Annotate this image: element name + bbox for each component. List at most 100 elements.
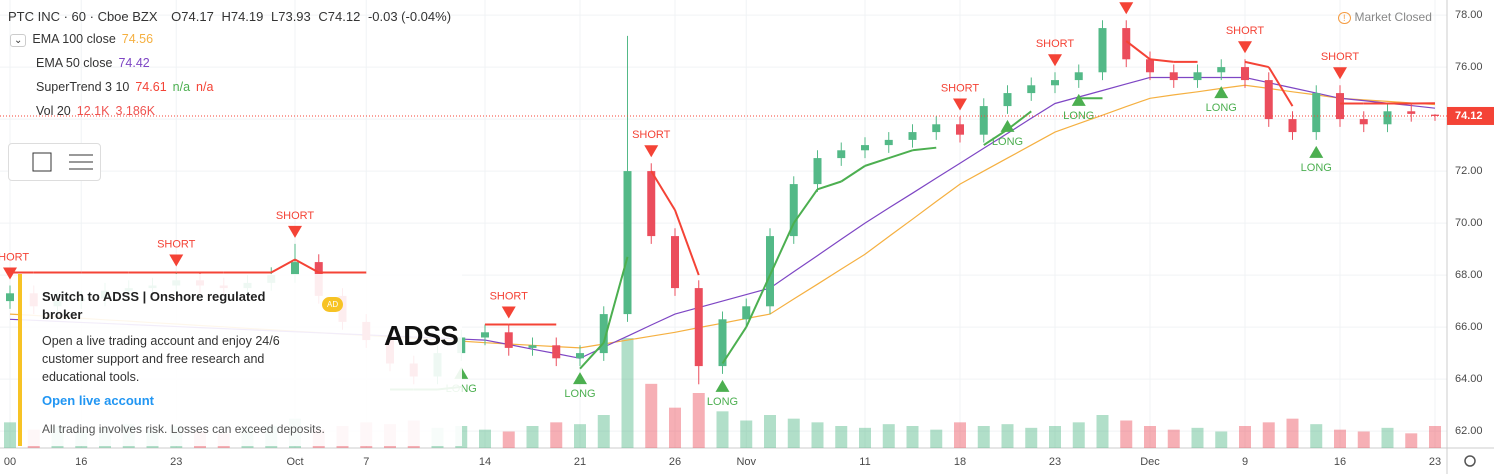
x-tick-label: 23 [170, 456, 182, 468]
volume-bar [1072, 422, 1085, 448]
candle-body [742, 306, 751, 320]
x-tick-label: 23 [1049, 456, 1061, 468]
signal-label: SHORT [1036, 38, 1075, 50]
signal-label: SHORT [490, 290, 529, 302]
supertrend-segment [1244, 60, 1269, 69]
volume-bar [954, 422, 966, 448]
header: PTC INC · 60 · Cboe BZX O74.17 H74.19 L7… [8, 9, 455, 24]
settings-icon[interactable] [1464, 455, 1476, 467]
candle-body [1098, 28, 1107, 73]
candle-body [528, 345, 537, 348]
volume-bar [502, 431, 515, 448]
toolbar-icons [32, 152, 93, 172]
x-tick-label: 7 [363, 456, 369, 468]
supertrend-segment [792, 188, 819, 224]
supertrend-segment [769, 222, 795, 276]
candle-body [837, 150, 846, 159]
status-icon: ! [1338, 12, 1351, 24]
signal-label: SHORT [0, 251, 29, 263]
supertrend-segment [888, 149, 913, 160]
signal-label: SHORT [1226, 25, 1265, 37]
y-tick-label: 76.00 [1455, 61, 1483, 73]
ohlc: O74.17 [171, 9, 214, 24]
rect-tool[interactable] [32, 152, 52, 172]
candle-body [647, 171, 656, 237]
candle-body [1359, 119, 1368, 125]
ohlc: H74.19 [221, 9, 264, 24]
ohlc: C74.12 [318, 9, 361, 24]
legend-row: SuperTrend 3 10 74.61 n/a n/a [36, 80, 219, 94]
supertrend-segment [602, 256, 629, 343]
legend-name: Vol 20 [36, 104, 71, 118]
supertrend-segment [650, 170, 676, 211]
supertrend-segment [817, 180, 842, 191]
candle-body [291, 262, 299, 276]
candle-body [861, 145, 869, 151]
candle-body [766, 236, 774, 307]
supertrend-segment [912, 146, 937, 152]
candle-body [718, 319, 727, 367]
supertrend-segment [983, 128, 1009, 146]
volume-bar [740, 420, 753, 448]
ad-disclaimer: All trading involves risk. Losses can ex… [42, 422, 325, 436]
volume-bar [787, 418, 800, 448]
ad-logo: ADSS [384, 320, 459, 351]
volume-bar [977, 426, 990, 448]
signal-marker [3, 267, 17, 280]
collapse-button[interactable]: ⌄ [10, 34, 27, 47]
x-tick-label: Nov [736, 456, 756, 468]
signal-label: LONG [1063, 110, 1094, 122]
signal-marker [501, 306, 516, 319]
legend-value: 74.61 [135, 80, 167, 94]
volume-bar [550, 422, 563, 448]
supertrend-segment [270, 258, 296, 274]
ad-link[interactable]: Open live account [42, 393, 154, 408]
signal-marker [715, 379, 730, 392]
signal-label: SHORT [1321, 51, 1360, 63]
candle-body [671, 236, 679, 289]
y-tick-label: 72.00 [1455, 165, 1483, 177]
signal-label: LONG [1206, 102, 1237, 114]
volume-bar [1049, 426, 1061, 448]
volume-bar [621, 338, 634, 448]
candle-body [599, 314, 608, 354]
candle-body [623, 171, 632, 315]
candle-body [1264, 80, 1273, 120]
legend-value: 74.42 [118, 56, 150, 70]
volume-bar [859, 427, 871, 448]
supertrend-segment [721, 326, 748, 365]
legend-value: 74.56 [121, 32, 154, 46]
volume-bar [1191, 427, 1204, 448]
volume-bar [1334, 429, 1346, 448]
signal-marker [953, 98, 967, 111]
candle-body [1027, 85, 1036, 94]
volume-bar [1286, 418, 1299, 448]
legend-value: n/a [196, 80, 214, 94]
candle-body [1217, 67, 1226, 73]
volume-bar [692, 393, 705, 448]
x-tick-label: Dec [1140, 456, 1160, 468]
candle-body [1407, 111, 1416, 114]
legend-value: 3.186K [115, 104, 156, 118]
legend-row: Vol 20 12.1K 3.186K [36, 104, 161, 118]
volume-bar [1025, 427, 1038, 448]
x-tick-label: Oct [286, 456, 303, 468]
signal-label: SHORT [157, 238, 196, 250]
volume-bar [669, 407, 681, 448]
candle-body [1312, 93, 1321, 133]
candle-body [1193, 72, 1202, 81]
x-tick-label: 21 [574, 456, 586, 468]
volume-bar [930, 429, 943, 448]
candle-body [1169, 72, 1178, 81]
signal-marker [1000, 119, 1015, 132]
signal-label: LONG [564, 388, 595, 400]
x-tick-label: 00 [4, 456, 16, 468]
signal-label: LONG [992, 136, 1023, 148]
candle-body [1122, 28, 1131, 60]
volume-bar [1310, 424, 1323, 448]
volume-bar [1239, 426, 1251, 448]
volume-bar [645, 383, 658, 448]
signal-marker [644, 145, 659, 158]
